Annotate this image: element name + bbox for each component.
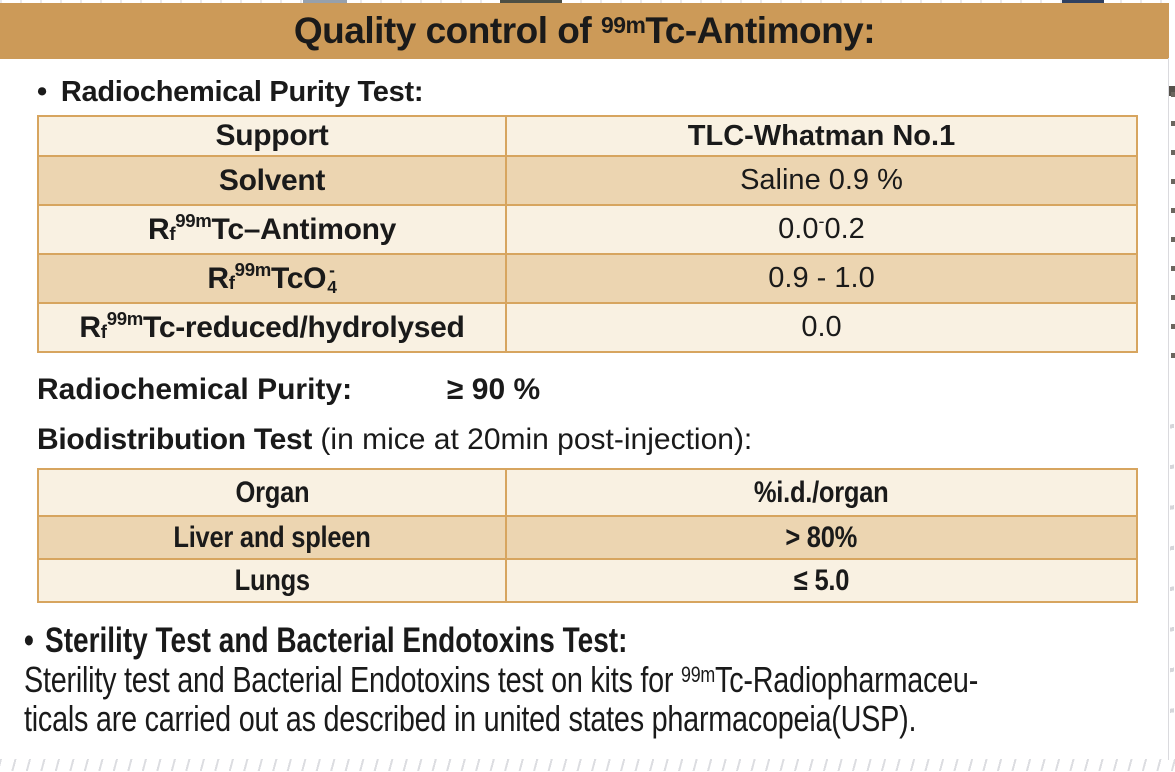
title-band: Quality control of 99mTc-Antimony: xyxy=(0,3,1169,59)
value-cell: TLC-Whatman No.1 xyxy=(505,117,1136,155)
right-edge-strip xyxy=(1168,58,1175,760)
biodistribution-table: Organ %i.d./organ Liver and spleen > 80%… xyxy=(37,468,1138,603)
top-edge-artifact xyxy=(1062,0,1104,4)
organ-cell: Liver and spleen xyxy=(39,517,505,558)
value-label: ≤ 5.0 xyxy=(793,563,850,597)
organ-label: Lungs xyxy=(234,563,310,597)
right-edge-speckles xyxy=(1171,68,1175,368)
top-edge-artifact xyxy=(303,0,347,3)
radiochemical-purity-result-label: Radiochemical Purity: xyxy=(37,373,353,406)
radiochemical-purity-table: Support TLC-Whatman No.1 Solvent Saline … xyxy=(37,115,1138,353)
table-row: Liver and spleen > 80% xyxy=(39,515,1136,558)
right-edge-ticks xyxy=(1170,388,1174,748)
sterility-heading: • Sterility Test and Bacterial Endotoxins… xyxy=(24,621,778,661)
radiochemical-purity-heading: • Radiochemical Purity Test: xyxy=(37,76,423,109)
value-label: > 80% xyxy=(785,520,858,554)
value-cell: 0.0 xyxy=(505,304,1136,351)
biodistribution-heading-bold: Biodistribution Test xyxy=(37,423,313,456)
value-label: %i.d./organ xyxy=(754,475,889,509)
table-row: Support TLC-Whatman No.1 xyxy=(39,117,1136,155)
value-cell: %i.d./organ xyxy=(505,470,1136,515)
sterility-paragraph-line1: Sterility test and Bacterial Endotoxins … xyxy=(24,659,979,700)
organ-cell: Lungs xyxy=(39,560,505,601)
sterility-paragraph-line2: ticals are carried out as described in u… xyxy=(24,698,917,739)
parameter-cell: Solvent xyxy=(218,163,326,197)
organ-cell: Organ xyxy=(39,470,505,515)
table-row: Solvent Saline 0.9 % xyxy=(39,155,1136,204)
value-cell: ≤ 5.0 xyxy=(505,560,1136,601)
parameter-cell: Support xyxy=(215,119,329,152)
sterility-heading-label: Sterility Test and Bacterial Endotoxins … xyxy=(45,621,628,660)
biodistribution-heading-normal: (in mice at 20min post-injection): xyxy=(312,423,753,456)
organ-label: Organ xyxy=(235,475,309,509)
value-cell: Saline 0.9 % xyxy=(505,157,1136,204)
bottom-edge-perforation xyxy=(0,759,1175,771)
organ-label: Liver and spleen xyxy=(173,520,371,554)
table-row: Organ %i.d./organ xyxy=(39,470,1136,515)
page-title: Quality control of 99mTc-Antimony: xyxy=(293,10,876,51)
radiochemical-purity-heading-label: Radiochemical Purity Test: xyxy=(60,76,424,108)
bullet-icon: • xyxy=(37,76,47,108)
bullet-icon: • xyxy=(24,621,34,660)
value-cell: 0.0 - 0.2 xyxy=(505,206,1136,253)
radiochemical-purity-result-value: ≥ 90 % xyxy=(447,373,541,406)
value-cell: > 80% xyxy=(505,517,1136,558)
value-cell: 0.9 - 1.0 xyxy=(505,255,1136,302)
top-edge-artifact xyxy=(500,0,562,5)
biodistribution-heading: Biodistribution Test (in mice at 20min p… xyxy=(37,423,752,457)
table-row: Lungs ≤ 5.0 xyxy=(39,558,1136,601)
top-edge-ticks xyxy=(0,0,1175,3)
